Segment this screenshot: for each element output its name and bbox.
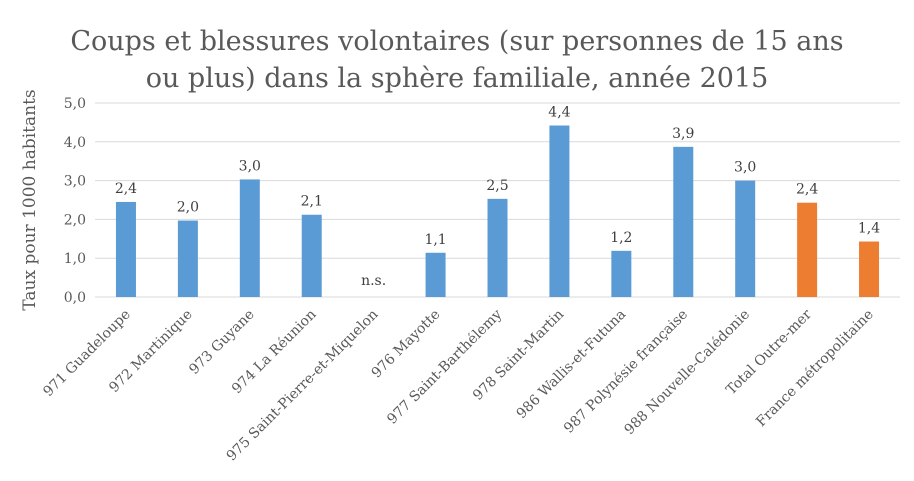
bar <box>735 180 756 297</box>
y-tick-label: 5,0 <box>64 96 86 112</box>
y-tick-label: 1,0 <box>64 251 86 267</box>
x-tick-label: 987 Polynésie française <box>561 307 691 437</box>
y-axis-ticks: 0,0 1,0 2,0 3,0 4,0 5,0 <box>64 96 86 306</box>
data-label: 3,0 <box>734 160 756 176</box>
bar <box>301 214 322 297</box>
data-label: 2,0 <box>177 200 199 216</box>
x-tick-label: France métropolitaine <box>753 307 877 431</box>
bars <box>115 125 880 297</box>
data-label: 1,1 <box>424 232 446 248</box>
data-label: 2,1 <box>301 194 323 210</box>
x-tick-label: 977 Saint-Barthélemy <box>384 306 505 427</box>
data-label: n.s. <box>361 273 386 289</box>
bar <box>673 146 694 297</box>
bar <box>611 250 632 297</box>
bar <box>425 252 446 297</box>
y-axis-label: Taux pour 1000 habitants <box>20 89 40 310</box>
y-tick-label: 3,0 <box>64 174 86 190</box>
chart-title-line-1: Coups et blessures volontaires (sur pers… <box>70 26 843 57</box>
bar <box>115 201 136 297</box>
bar <box>549 125 570 297</box>
data-label: 2,4 <box>796 182 818 198</box>
data-label: 3,9 <box>672 126 694 142</box>
y-tick-label: 0,0 <box>64 290 86 306</box>
bar <box>177 220 198 297</box>
data-label: 4,4 <box>548 105 570 121</box>
bar <box>487 198 508 297</box>
x-tick-label: 988 Nouvelle-Calédonie <box>621 307 753 439</box>
x-tick-label: 986 Wallis-et-Futuna <box>514 307 630 423</box>
data-label: 1,2 <box>610 230 632 246</box>
data-label: 1,4 <box>858 221 880 237</box>
y-tick-label: 4,0 <box>64 135 86 151</box>
data-label: 3,0 <box>239 158 261 174</box>
data-label: 2,4 <box>115 181 137 197</box>
bar <box>859 241 880 297</box>
chart-title-line-2: ou plus) dans la sphère familiale, année… <box>146 63 769 94</box>
y-tick-label: 2,0 <box>64 212 86 228</box>
data-label: 2,5 <box>486 178 508 194</box>
bar <box>239 179 260 297</box>
bar <box>797 202 818 297</box>
data-labels: 2,4 2,0 3,0 2,1 n.s. 1,1 2,5 4,4 1,2 3,9 3,0 2,4 1,4 <box>115 105 880 289</box>
